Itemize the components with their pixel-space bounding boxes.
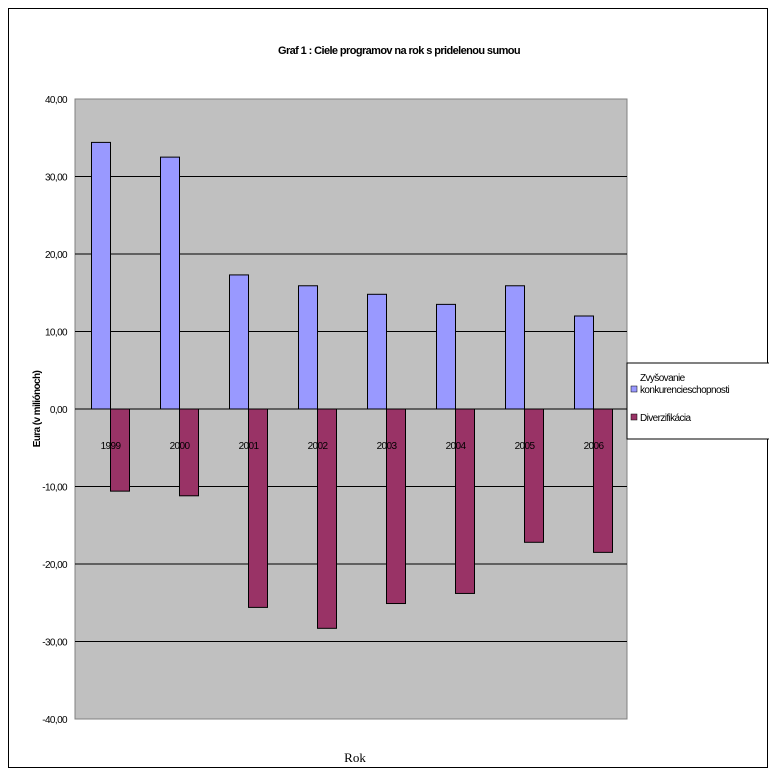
bar-zvysovanie-2003 xyxy=(367,293,387,410)
x-tick-label: 2002 xyxy=(308,441,329,452)
bar-zvysovanie-2006 xyxy=(574,315,594,410)
x-tick-label: 2005 xyxy=(515,441,536,452)
legend-swatch-series-0 xyxy=(630,385,638,393)
y-tick-label: -30,00 xyxy=(42,638,68,649)
legend-label-series-0: Zvyšovanie konkurencieschopnosti xyxy=(640,373,730,396)
y-tick-label: -40,00 xyxy=(42,715,68,726)
bar-zvysovanie-2000 xyxy=(160,156,180,410)
bar-diverzifikacia-2000 xyxy=(179,408,199,497)
y-tick-label: 30,00 xyxy=(45,173,68,184)
x-tick-labels: 1999 2000 2001 2002 2003 2004 2005 2006 xyxy=(101,441,605,452)
bar-diverzifikacia-2006 xyxy=(593,408,613,553)
bar-zvysovanie-2002 xyxy=(298,285,318,410)
bar-diverzifikacia-2004 xyxy=(455,408,475,594)
bar-zvysovanie-2004 xyxy=(436,303,456,410)
chart-area: Graf 1 : Ciele programov na rok s pridel… xyxy=(8,8,769,768)
y-tick-labels: 40,00 30,00 20,00 10,00 0,00 -10,00 -20,00 -30,… xyxy=(42,95,68,726)
y-tick-label: 0,00 xyxy=(50,405,68,416)
legend-swatch-series-1 xyxy=(630,413,638,421)
x-tick-label: 2001 xyxy=(239,441,260,452)
x-tick-label: 2004 xyxy=(446,441,467,452)
y-tick-label: -20,00 xyxy=(42,560,68,571)
x-tick-label: 2006 xyxy=(584,441,605,452)
y-axis-label: Eura (v miliónoch) xyxy=(32,371,43,448)
y-tick-label: 40,00 xyxy=(45,95,68,106)
y-tick-label: 20,00 xyxy=(45,250,68,261)
chart-title: Graf 1 : Ciele programov na rok s pridel… xyxy=(278,45,520,57)
bars xyxy=(91,141,613,629)
bar-diverzifikacia-2003 xyxy=(386,408,406,605)
legend-box xyxy=(626,362,769,440)
bar-zvysovanie-2005 xyxy=(505,285,525,410)
x-tick-label: 2003 xyxy=(377,441,398,452)
chart: Graf 1 : Ciele programov na rok s pridel… xyxy=(32,45,769,765)
bar-diverzifikacia-2005 xyxy=(524,408,544,543)
x-axis-label: Rok xyxy=(344,750,366,765)
x-tick-label: 1999 xyxy=(101,441,122,452)
legend-label-series-1: Diverzifikácia xyxy=(640,413,692,424)
bar-diverzifikacia-2001 xyxy=(248,408,268,608)
x-tick-label: 2000 xyxy=(170,441,191,452)
y-tick-label: 10,00 xyxy=(45,328,68,339)
y-tick-label: -10,00 xyxy=(42,483,68,494)
legend: Zvyšovanie konkurencieschopnosti Diverzi… xyxy=(626,362,769,440)
bar-zvysovanie-2001 xyxy=(229,274,249,410)
bar-zvysovanie-1999 xyxy=(91,141,111,410)
